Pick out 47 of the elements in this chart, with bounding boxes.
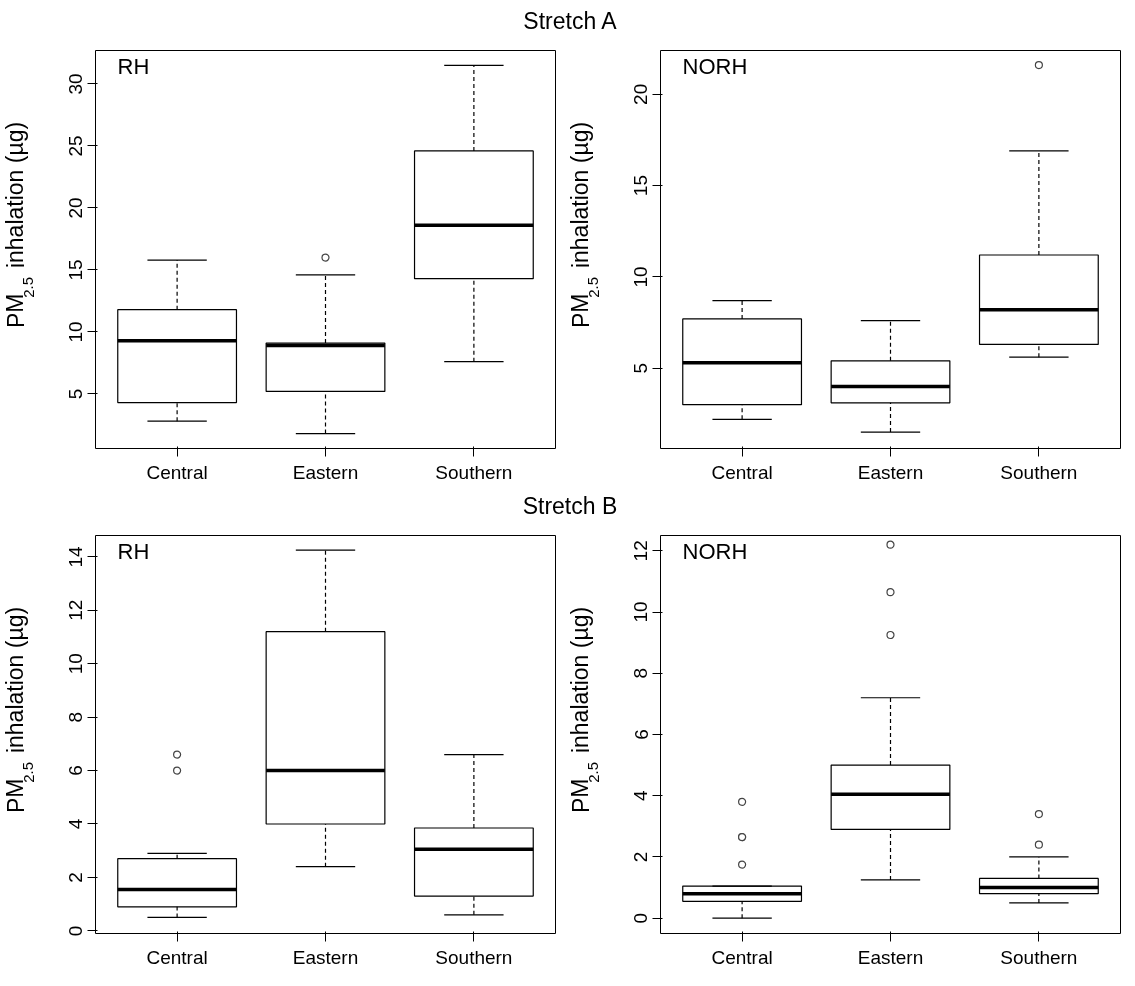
y-tick-label: 4	[630, 790, 652, 802]
y-tick-label: 12	[65, 599, 87, 621]
y-tick-label: 6	[630, 729, 652, 740]
y-tick-label: 10	[630, 601, 652, 623]
y-tick-label: 10	[65, 321, 87, 343]
x-tick-label: Central	[711, 461, 773, 483]
annotation: RH	[117, 53, 150, 79]
y-tick-label: 10	[65, 653, 87, 675]
y-axis-title: PM2.5 inhalation (µg)	[567, 121, 602, 329]
x-tick-label: Southern	[435, 946, 513, 968]
y-tick-label: 15	[65, 259, 87, 281]
y-tick-label: 0	[630, 912, 652, 924]
y-tick-label: 8	[65, 711, 87, 723]
y-tick-label: 5	[630, 362, 652, 374]
y-axis-title: PM2.5 inhalation (µg)	[2, 606, 37, 814]
x-tick-label: Southern	[1000, 946, 1078, 968]
annotation: RH	[117, 538, 150, 564]
y-tick-label: 6	[65, 765, 87, 776]
annotation: NORH	[682, 53, 748, 79]
x-tick-label: Central	[711, 946, 773, 968]
y-tick-label: 5	[65, 388, 87, 400]
y-tick-label: 2	[65, 872, 87, 883]
chart-title: Stretch A	[523, 7, 617, 36]
x-tick-label: Southern	[1000, 461, 1078, 483]
y-axis-title: PM2.5 inhalation (µg)	[2, 121, 37, 329]
chart-title: Stretch B	[522, 492, 618, 521]
x-tick-label: Eastern	[857, 946, 924, 968]
y-tick-label: 30	[65, 73, 87, 95]
y-tick-label: 20	[630, 83, 652, 105]
x-tick-label: Central	[146, 946, 208, 968]
y-tick-label: 14	[65, 545, 87, 568]
y-tick-label: 15	[630, 175, 652, 197]
y-tick-label: 8	[630, 667, 652, 679]
x-tick-label: Eastern	[292, 946, 359, 968]
y-tick-label: 20	[65, 197, 87, 219]
y-tick-label: 0	[65, 925, 87, 937]
x-tick-label: Eastern	[857, 461, 924, 483]
y-tick-label: 4	[65, 818, 87, 830]
y-axis-title: PM2.5 inhalation (µg)	[567, 606, 602, 814]
y-tick-label: 10	[630, 266, 652, 288]
x-tick-label: Central	[146, 461, 208, 483]
annotation: NORH	[682, 538, 748, 564]
x-tick-label: Southern	[435, 461, 513, 483]
y-tick-label: 12	[630, 540, 652, 562]
y-tick-label: 2	[630, 851, 652, 863]
x-tick-label: Eastern	[292, 461, 359, 483]
y-tick-label: 25	[65, 135, 87, 157]
